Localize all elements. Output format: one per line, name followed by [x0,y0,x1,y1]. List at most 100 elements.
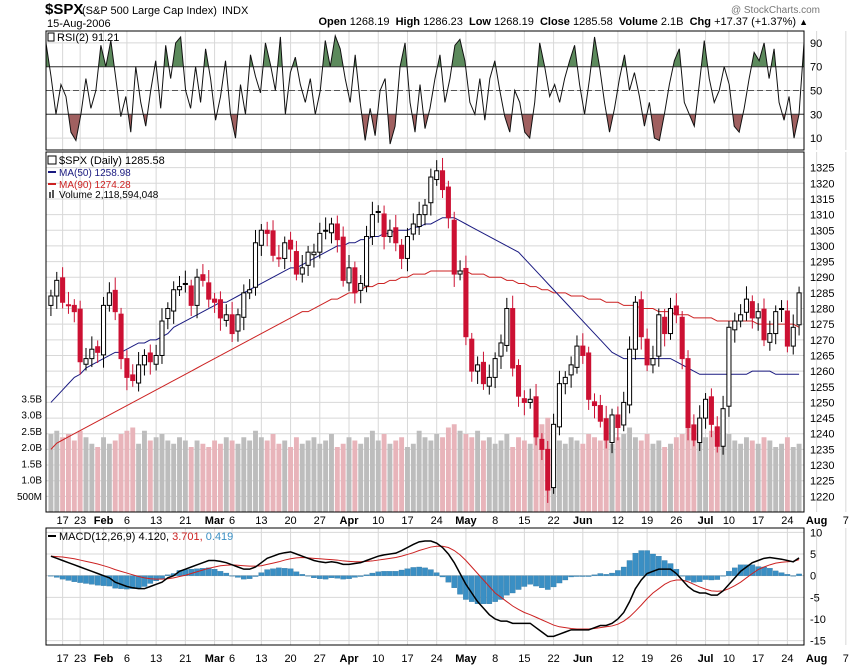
volume-bar [621,434,627,512]
candle-body [755,311,761,319]
rsi-panel-frame [45,30,805,151]
x-axis-tick-label-bottom: 27 [314,653,326,665]
ma50-label: MA(50) 1258.98 [59,168,131,179]
candle-body [48,295,54,306]
price-tick-label: 1270 [810,335,834,347]
volume-bar [346,437,352,512]
rsi-legend-swatch [47,32,55,42]
price-tick-label: 1265 [810,350,834,362]
macd-histogram-bar [749,564,756,576]
macd-histogram-bar [65,575,72,581]
candle-body [778,308,785,311]
volume-bar [153,437,159,512]
candle-body [609,414,615,444]
macd-histogram-bar [352,575,358,578]
candle-body [422,204,428,216]
volume-bar [744,437,749,512]
volume-bar [288,447,294,512]
volume-bar [118,434,124,512]
macd-histogram-bar [433,572,440,576]
macd-histogram-bar [188,569,194,576]
candle-body [428,176,434,204]
volume-bar [773,447,779,512]
macd-histogram-bar [59,575,66,580]
x-axis-tick-label: Mar [205,515,225,527]
macd-histogram-bar [340,575,346,580]
candle-body [644,338,650,366]
volume-bar [258,437,264,512]
x-axis-tick-label: 21 [179,515,191,527]
price-tick-label: 1325 [810,163,834,175]
macd-histogram-bar [603,574,609,576]
candle-body [445,186,451,219]
macd-histogram-bar [293,571,300,576]
x-axis-tick-label-bottom: 13 [150,653,162,665]
candle-body [130,374,136,382]
volume-bar [364,437,370,512]
macd-histogram-bar [106,575,113,587]
x-axis-tick-label: 24 [431,515,443,527]
x-axis-tick-label-bottom: 8 [492,653,498,665]
macd-histogram-bar [428,569,434,576]
price-tick-label: 1230 [810,460,834,472]
macd-histogram-bar [492,575,498,602]
macd-histogram-bar [94,575,101,586]
volume-bar [580,443,586,512]
candle-body [340,236,346,281]
volume-bar [685,427,691,512]
volume-bar [790,447,796,512]
macd-histogram-bar [772,570,779,576]
macd-histogram-bar [562,575,569,581]
macd-tick-label: -10 [810,614,826,626]
x-axis-tick-label-bottom: 21 [179,653,191,665]
macd-histogram-bar [375,571,382,576]
candle-body [264,229,270,234]
candle-body [328,223,335,234]
volume-bar [317,443,323,512]
macd-histogram-bar [714,575,721,580]
candle-body [252,242,259,288]
macd-histogram-bar [141,575,148,587]
macd-histogram-bar [685,575,691,581]
candle-body [399,244,405,259]
x-axis-tick-label-bottom: 24 [431,653,443,665]
volume-bar [165,440,171,512]
macd-histogram-bar [556,575,563,584]
candle-body [480,361,486,385]
candle-body [597,405,603,422]
macd-histogram-bar [626,560,633,576]
volume-bar [206,447,212,512]
macd-histogram-bar [246,575,253,579]
candle-body [241,292,247,318]
macd-histogram-bar [702,575,709,580]
macd-histogram-bar [217,571,224,576]
macd-histogram-bar [568,575,574,578]
volume-bar [673,437,679,512]
volume-bar [83,437,89,512]
price-tick-label: 1245 [810,413,834,425]
volume-bar [253,430,258,512]
candle-body [247,289,253,294]
volume-value: 2.1B [660,16,684,28]
volume-bar [440,437,445,512]
index-description: (S&P 500 Large Cap Index) [82,5,217,17]
volume-bar [141,430,147,512]
x-axis-tick-label: Aug [806,515,827,527]
candle-body [288,239,294,250]
volume-bar [486,437,492,512]
macd-histogram-bar [357,575,364,577]
rsi-tick-label: 90 [810,38,822,50]
volume-bar [691,424,697,512]
volume-bar [504,434,510,512]
volume-bar [469,437,475,512]
macd-histogram-bar [223,572,230,576]
macd-histogram-bar [515,575,522,590]
candle-body [95,346,101,353]
rsi-label: RSI(2) 91.21 [57,32,119,44]
volume-bar [305,440,311,512]
watermark: @ StockCharts.com [730,5,820,16]
macd-line [50,540,800,638]
volume-bar [282,440,288,512]
candle-body [486,376,492,387]
macd-tick-label: 0 [810,571,816,583]
